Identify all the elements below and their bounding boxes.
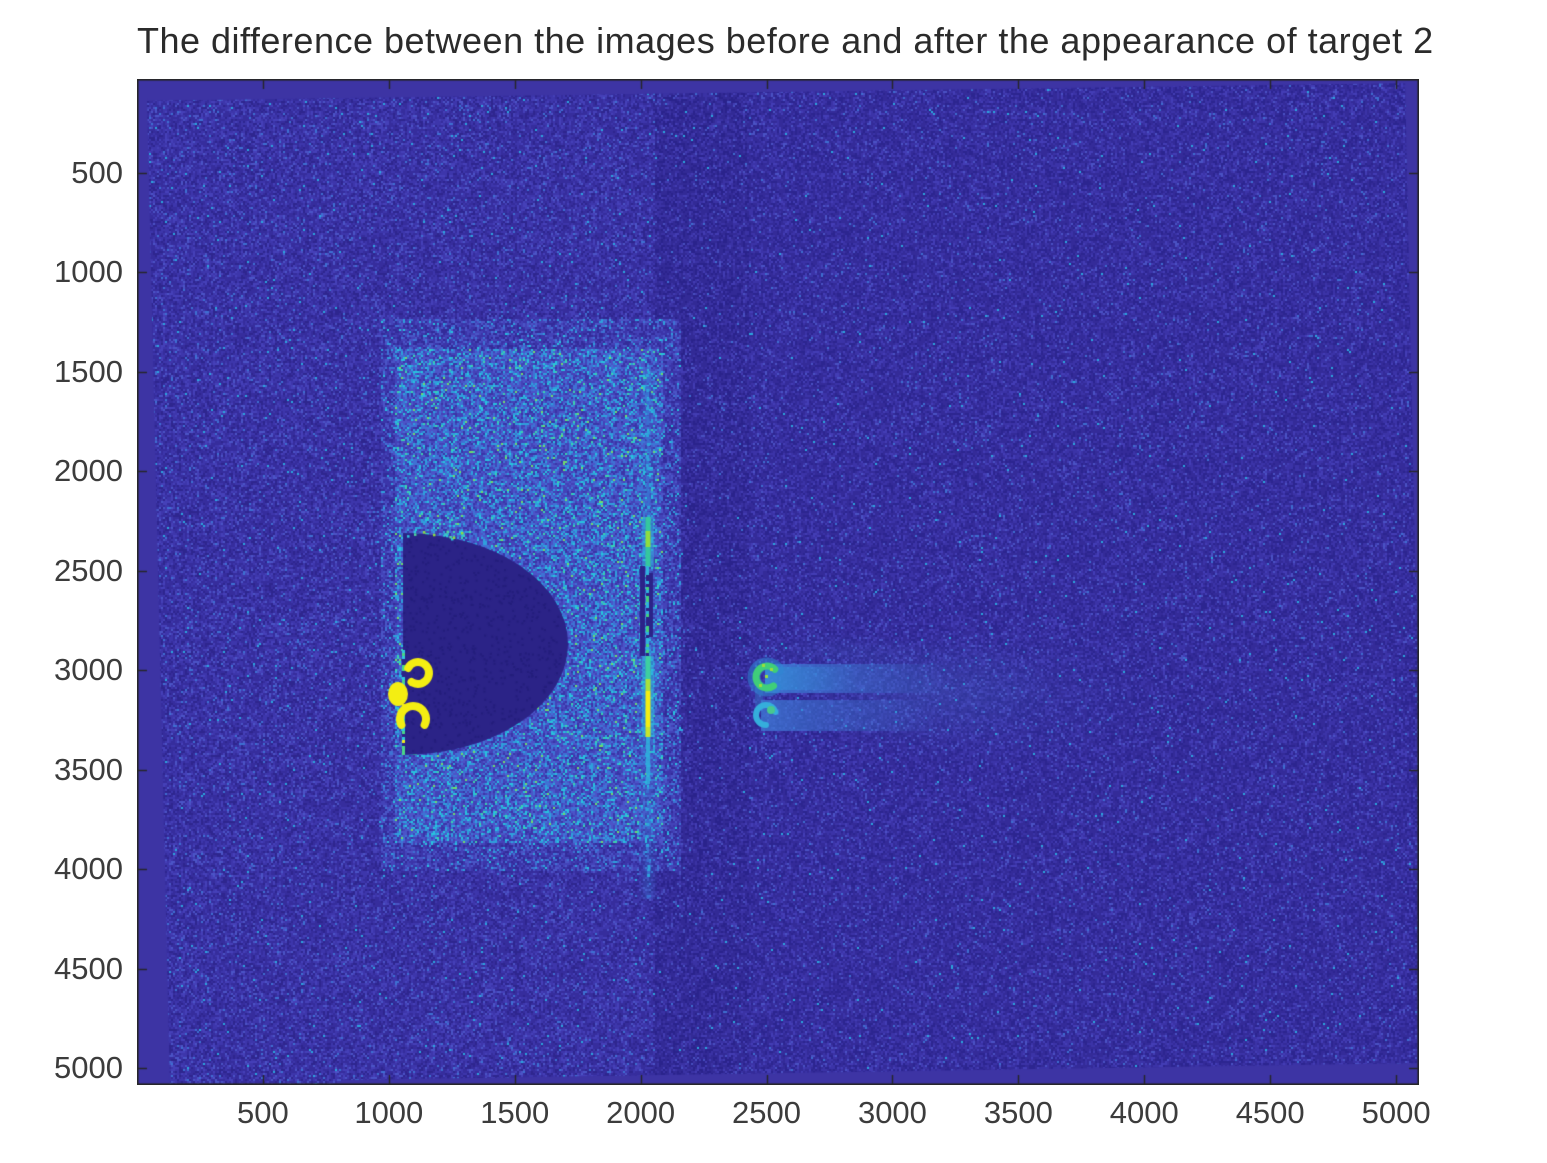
- y-tick-label: 500: [71, 154, 123, 190]
- y-tick-label: 4500: [54, 950, 123, 986]
- y-tick-label: 4000: [54, 851, 123, 887]
- x-tick-label: 1500: [480, 1095, 550, 1130]
- chart-title: The difference between the images before…: [137, 20, 1434, 61]
- x-tick-label: 5000: [1361, 1095, 1431, 1130]
- y-tick-label: 1000: [54, 254, 123, 290]
- heatmap-plot-area: [137, 79, 1419, 1085]
- x-tick-label: 1000: [354, 1095, 424, 1130]
- x-tick-label: 2500: [732, 1095, 802, 1130]
- y-tick-label: 2000: [54, 453, 123, 489]
- x-tick-label: 3500: [983, 1095, 1053, 1130]
- x-tick-label: 4500: [1235, 1095, 1305, 1130]
- x-tick-label: 3000: [857, 1095, 927, 1130]
- y-tick-label: 2500: [54, 552, 123, 588]
- x-tick-label: 4000: [1109, 1095, 1179, 1130]
- y-tick-label: 5000: [54, 1050, 123, 1086]
- heatmap-canvas: [137, 79, 1419, 1085]
- x-tick-label: 500: [237, 1095, 289, 1130]
- y-tick-label: 3500: [54, 751, 123, 787]
- x-tick-label: 2000: [606, 1095, 676, 1130]
- y-tick-label: 3000: [54, 652, 123, 688]
- y-tick-label: 1500: [54, 353, 123, 389]
